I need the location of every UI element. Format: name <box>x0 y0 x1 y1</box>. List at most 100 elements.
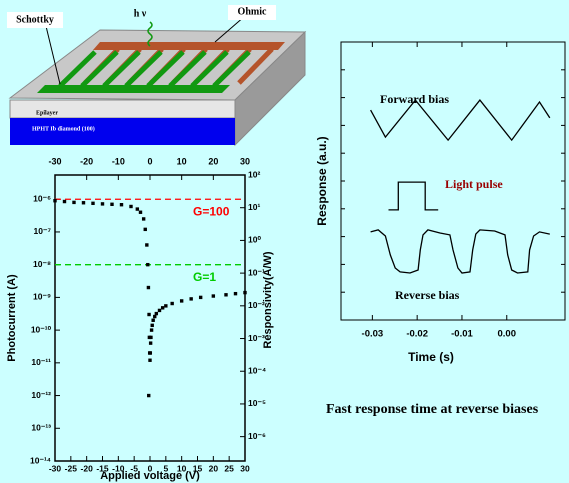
data-point <box>233 291 238 296</box>
data-point <box>147 393 151 398</box>
x-tick-label: -15 <box>96 463 109 473</box>
x-tick-label: 25 <box>224 463 234 473</box>
data-point <box>146 285 151 290</box>
hv-label: h ν <box>134 8 147 19</box>
data-point <box>164 304 168 308</box>
data-point <box>243 290 247 295</box>
device-diagram: Schottky h ν Ohmic Epilayer HPHT Ib diam… <box>7 5 307 147</box>
x2-tick-label: 20 <box>208 156 218 166</box>
data-point <box>179 299 184 303</box>
x2-tick-label: 30 <box>240 156 250 166</box>
series-line <box>370 99 551 142</box>
data-point <box>148 341 153 345</box>
y2-tick-label: 10⁻⁵ <box>248 398 266 408</box>
data-point <box>143 227 147 232</box>
label-box <box>228 5 276 20</box>
y-tick-label: 10⁻⁸ <box>33 259 51 269</box>
y-tick-label: 10⁻⁹ <box>33 292 51 302</box>
data-point <box>129 204 133 209</box>
data-point <box>119 203 124 207</box>
y-tick-label: 10⁻¹¹ <box>31 357 51 367</box>
schottky-finger <box>146 50 185 88</box>
x2-tick-label: -20 <box>80 156 93 166</box>
data-point <box>198 295 203 300</box>
series-line <box>388 181 439 211</box>
y2-tick-label: 10⁻³ <box>248 333 265 343</box>
x-axis-title: Applied voltage (V) <box>100 470 200 482</box>
gain-label: G=1 <box>193 270 216 284</box>
x2-tick-label: -30 <box>48 156 61 166</box>
data-point <box>148 351 153 355</box>
data-point <box>62 199 67 204</box>
substrate-label: HPHT Ib diamond (100) <box>32 125 95 132</box>
data-point <box>149 328 154 332</box>
y2-tick-label: 10² <box>248 169 260 179</box>
data-point <box>110 202 114 206</box>
x-tick-label: -30 <box>49 463 62 473</box>
schottky-finger <box>124 50 163 88</box>
series-label: Reverse bias <box>395 288 460 302</box>
light-wave <box>147 21 153 47</box>
x-tick-label: -10 <box>112 463 125 473</box>
x-tick-label: -0.02 <box>406 329 428 340</box>
series-line <box>370 229 550 274</box>
data-point <box>149 335 153 340</box>
data-point <box>151 318 155 322</box>
y2-tick-label: 10⁻¹ <box>248 267 265 277</box>
data-point <box>153 314 157 319</box>
y2-tick-label: 10⁰ <box>248 235 261 245</box>
data-point <box>91 201 95 206</box>
gain-label: G=100 <box>193 204 230 218</box>
y2-tick-label: 10⁻⁶ <box>248 431 266 441</box>
data-point <box>135 207 140 211</box>
data-point <box>211 294 216 298</box>
y-axis-title: Response (a.u.) <box>315 136 329 225</box>
data-point <box>141 217 146 221</box>
data-point <box>146 262 150 267</box>
x-tick-label: -20 <box>81 463 94 473</box>
schottky-finger <box>58 50 97 88</box>
x-tick-label: 20 <box>209 463 219 473</box>
data-point <box>170 301 174 306</box>
data-point <box>148 358 152 362</box>
x2-tick-label: -10 <box>112 156 125 166</box>
x-tick-label: 15 <box>193 463 203 473</box>
data-point <box>160 306 165 310</box>
y2-tick-label: 10⁻² <box>248 300 265 310</box>
schottky-bar <box>37 85 230 93</box>
x-tick-label: 0 <box>148 463 153 473</box>
x-tick-label: 30 <box>240 463 250 473</box>
x-tick-label: -25 <box>65 463 78 473</box>
data-point <box>53 199 57 203</box>
y-tick-label: 10⁻¹³ <box>31 423 51 433</box>
ohmic-finger <box>237 47 274 85</box>
leader-line <box>44 21 61 85</box>
label-box <box>7 12 63 28</box>
x-axis-title: Time (s) <box>408 350 454 364</box>
ohmic-bar <box>93 42 285 50</box>
y-tick-label: 10⁻¹⁴ <box>30 455 51 465</box>
data-point <box>150 323 154 328</box>
data-point <box>157 308 162 313</box>
y-tick-label: 10⁻¹⁰ <box>31 324 52 334</box>
data-point <box>154 311 159 316</box>
caption: Fast response time at reverse biases <box>326 402 539 417</box>
x-tick-label: 5 <box>163 463 168 473</box>
x-tick-label: -5 <box>130 463 138 473</box>
schottky-finger <box>168 50 207 88</box>
y2-tick-label: 10¹ <box>248 202 260 212</box>
y-tick-label: 10⁻⁶ <box>33 193 51 203</box>
electrode-fingers <box>58 47 274 88</box>
y-tick-label: 10⁻⁷ <box>34 226 52 236</box>
leader-line <box>214 15 246 43</box>
x2-tick-label: 0 <box>147 156 152 166</box>
y2-tick-label: 10⁻⁴ <box>248 365 266 375</box>
ohmic-label: Ohmic <box>238 6 267 17</box>
schottky-finger <box>212 50 251 88</box>
y2-axis-title: Responsivity(A/W) <box>262 251 274 349</box>
substrate <box>10 118 235 145</box>
data-point <box>189 297 193 301</box>
data-point <box>145 243 149 247</box>
y-axis-title: Photocurrent (A) <box>6 274 18 362</box>
